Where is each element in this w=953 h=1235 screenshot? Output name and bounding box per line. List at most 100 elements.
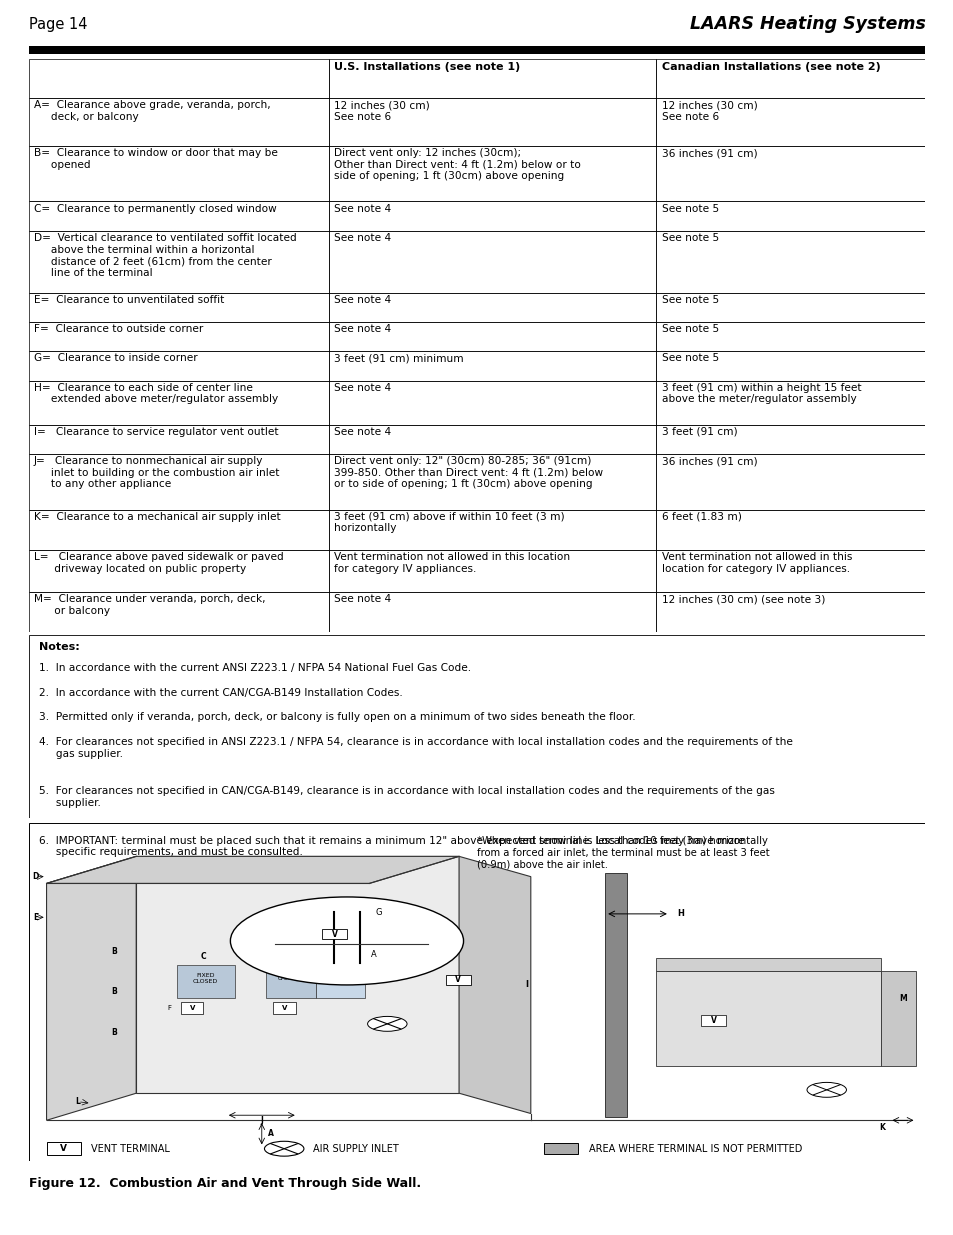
Bar: [29, 425, 329, 454]
Bar: [29, 550, 329, 592]
Bar: [274, 1002, 295, 1014]
Text: C: C: [200, 952, 206, 961]
Bar: [656, 454, 924, 510]
Text: See note 4: See note 4: [335, 427, 391, 437]
Text: See note 4: See note 4: [335, 233, 391, 243]
Bar: [329, 510, 656, 550]
Bar: [329, 59, 656, 98]
Bar: [656, 351, 924, 380]
Text: 36 inches (91 cm): 36 inches (91 cm): [661, 148, 757, 158]
Text: K: K: [879, 1123, 884, 1131]
Text: 3 feet (91 cm) minimum: 3 feet (91 cm) minimum: [335, 353, 463, 363]
Circle shape: [230, 897, 463, 986]
Text: E=  Clearance to unventilated soffit: E= Clearance to unventilated soffit: [34, 295, 224, 305]
Text: Figure 12.  Combustion Air and Vent Through Side Wall.: Figure 12. Combustion Air and Vent Throu…: [29, 1177, 420, 1189]
Text: 5.  For clearances not specified in CAN/CGA-B149, clearance is in accordance wit: 5. For clearances not specified in CAN/C…: [39, 787, 775, 808]
Text: A=  Clearance above grade, veranda, porch,
     deck, or balcony: A= Clearance above grade, veranda, porch…: [34, 100, 271, 122]
Text: B: B: [111, 946, 116, 956]
Bar: [329, 201, 656, 231]
Text: See note 5: See note 5: [661, 204, 719, 214]
Text: G=  Clearance to inside corner: G= Clearance to inside corner: [34, 353, 197, 363]
Text: See note 5: See note 5: [661, 353, 719, 363]
Circle shape: [806, 1082, 845, 1097]
Text: F: F: [167, 1004, 172, 1010]
Text: See note 4: See note 4: [335, 204, 391, 214]
Text: B: B: [111, 1028, 116, 1037]
Bar: [29, 510, 329, 550]
Bar: [656, 972, 880, 1066]
Text: 12 inches (30 cm)
See note 6: 12 inches (30 cm) See note 6: [335, 100, 430, 122]
Bar: [176, 965, 234, 998]
Text: J=   Clearance to nonmechanical air supply
     inlet to building or the combust: J= Clearance to nonmechanical air supply…: [34, 456, 279, 489]
Text: 36 inches (91 cm): 36 inches (91 cm): [661, 456, 757, 467]
Bar: [656, 293, 924, 322]
Bar: [543, 1142, 578, 1155]
Bar: [604, 873, 626, 1116]
Text: OPERABLE: OPERABLE: [277, 976, 304, 981]
Text: 3 feet (91 cm) above if within 10 feet (3 m)
horizontally: 3 feet (91 cm) above if within 10 feet (…: [335, 511, 564, 534]
Bar: [29, 380, 329, 425]
Bar: [656, 958, 880, 972]
Bar: [29, 98, 329, 146]
Polygon shape: [47, 856, 458, 883]
Bar: [29, 231, 329, 293]
Bar: [29, 293, 329, 322]
Text: 12 inches (30 cm) (see note 3): 12 inches (30 cm) (see note 3): [661, 594, 824, 604]
Text: I=   Clearance to service regulator vent outlet: I= Clearance to service regulator vent o…: [34, 427, 278, 437]
Bar: [29, 322, 329, 351]
Bar: [700, 1015, 725, 1025]
Text: 1.  In accordance with the current ANSI Z223.1 / NFPA 54 National Fuel Gas Code.: 1. In accordance with the current ANSI Z…: [39, 663, 471, 673]
Text: Direct vent only: 12 inches (30cm);
Other than Direct vent: 4 ft (1.2m) below or: Direct vent only: 12 inches (30cm); Othe…: [335, 148, 580, 182]
Bar: [29, 201, 329, 231]
Bar: [880, 972, 916, 1066]
Text: C=  Clearance to permanently closed window: C= Clearance to permanently closed windo…: [34, 204, 276, 214]
Bar: [656, 231, 924, 293]
Text: See note 5: See note 5: [661, 233, 719, 243]
Text: L=   Clearance above paved sidewalk or paved
      driveway located on public pr: L= Clearance above paved sidewalk or pav…: [34, 552, 283, 573]
Bar: [656, 59, 924, 98]
Text: 3 feet (91 cm) within a height 15 feet
above the meter/regulator assembly: 3 feet (91 cm) within a height 15 feet a…: [661, 383, 861, 404]
Bar: [329, 454, 656, 510]
Bar: [656, 146, 924, 201]
Text: AIR SUPPLY INLET: AIR SUPPLY INLET: [313, 1144, 398, 1153]
Text: Canadian Installations (see note 2): Canadian Installations (see note 2): [661, 62, 880, 72]
Bar: [656, 98, 924, 146]
Text: See note 5: See note 5: [661, 295, 719, 305]
Text: V: V: [190, 1004, 194, 1010]
Text: See note 4: See note 4: [335, 295, 391, 305]
Bar: [29, 59, 329, 98]
Text: LAARS Heating Systems: LAARS Heating Systems: [689, 16, 924, 33]
Bar: [29, 146, 329, 201]
Text: B: B: [111, 987, 116, 997]
Text: *When vent terminal is less than 10 feet (3m) horizontally
from a forced air inl: *When vent terminal is less than 10 feet…: [476, 836, 769, 869]
Text: V: V: [455, 976, 460, 984]
Bar: [329, 231, 656, 293]
Text: Vent termination not allowed in this location
for category IV appliances.: Vent termination not allowed in this loc…: [335, 552, 570, 573]
Bar: [47, 1142, 81, 1155]
Text: Notes:: Notes:: [39, 642, 80, 652]
Text: A: A: [371, 950, 376, 960]
Text: See note 5: See note 5: [661, 324, 719, 335]
Text: K=  Clearance to a mechanical air supply inlet: K= Clearance to a mechanical air supply …: [34, 511, 280, 522]
Bar: [329, 322, 656, 351]
Text: B=  Clearance to window or door that may be
     opened: B= Clearance to window or door that may …: [34, 148, 277, 169]
Text: D: D: [32, 872, 39, 881]
Bar: [29, 592, 329, 632]
Bar: [315, 965, 364, 998]
Bar: [656, 380, 924, 425]
Text: 4.  For clearances not specified in ANSI Z223.1 / NFPA 54, clearance is in accor: 4. For clearances not specified in ANSI …: [39, 737, 793, 758]
Bar: [445, 974, 470, 986]
Bar: [335, 963, 358, 982]
Bar: [656, 550, 924, 592]
Bar: [656, 201, 924, 231]
Text: A: A: [268, 1129, 274, 1139]
Text: H=  Clearance to each side of center line
     extended above meter/regulator as: H= Clearance to each side of center line…: [34, 383, 278, 404]
Text: V: V: [282, 1004, 288, 1010]
Polygon shape: [136, 856, 458, 1093]
Bar: [656, 425, 924, 454]
Text: FIXED
CLOSED: FIXED CLOSED: [330, 973, 351, 983]
Text: 12 inches (30 cm)
See note 6: 12 inches (30 cm) See note 6: [661, 100, 757, 122]
Text: Page 14: Page 14: [29, 17, 87, 32]
Text: M=  Clearance under veranda, porch, deck,
      or balcony: M= Clearance under veranda, porch, deck,…: [34, 594, 265, 616]
Bar: [329, 380, 656, 425]
